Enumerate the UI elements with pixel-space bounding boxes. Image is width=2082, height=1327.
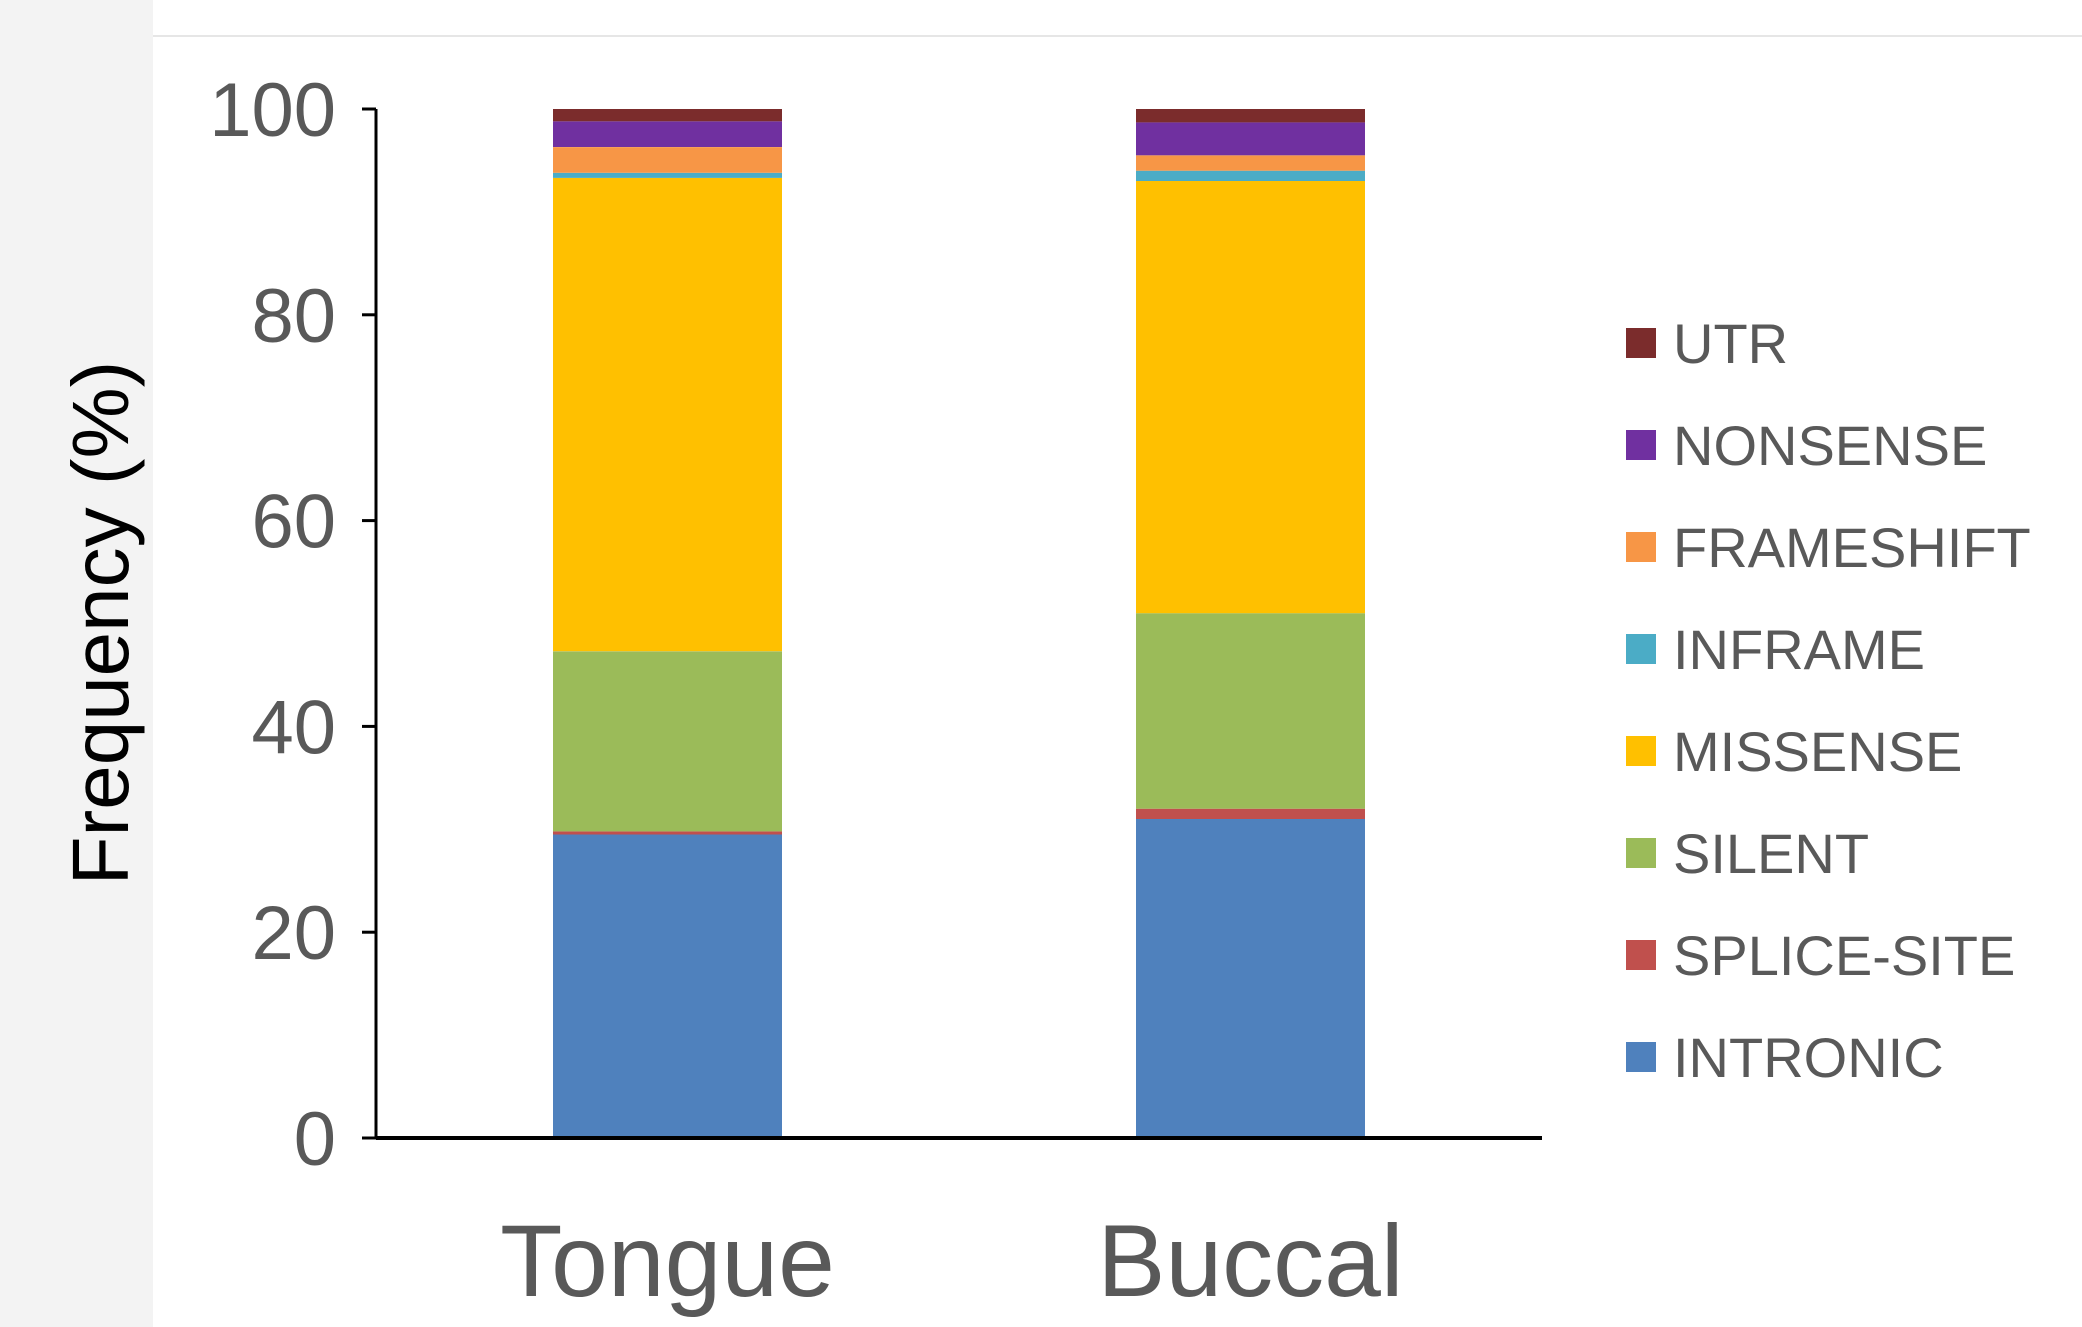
legend-swatch-splice-site: [1626, 940, 1656, 970]
bar-segment-tongue-silent: [553, 651, 782, 832]
bar-segment-buccal-nonsense: [1136, 122, 1365, 156]
y-tick-label: 60: [251, 480, 336, 565]
legend-swatch-inframe: [1626, 634, 1656, 664]
legend-swatch-utr: [1626, 328, 1656, 358]
legend-swatch-missense: [1626, 736, 1656, 766]
y-tick-label: 100: [209, 68, 336, 153]
y-tick-label: 0: [294, 1097, 336, 1182]
legend-label-intronic: INTRONIC: [1673, 1026, 1944, 1089]
legend-swatch-frameshift: [1626, 532, 1656, 562]
y-tick-label: 20: [251, 891, 336, 976]
bar-segment-tongue-intronic: [553, 834, 782, 1138]
legend-label-utr: UTR: [1673, 312, 1788, 375]
left-margin-strip: [0, 0, 153, 1327]
bar-segment-buccal-frameshift: [1136, 155, 1365, 171]
legend-swatch-nonsense: [1626, 430, 1656, 460]
y-tick-label: 80: [251, 274, 336, 359]
y-axis-title: Frequency (%): [56, 361, 145, 886]
bar-segment-buccal-missense: [1136, 181, 1365, 614]
bar-segment-buccal-silent: [1136, 613, 1365, 809]
bar-segment-buccal-inframe: [1136, 170, 1365, 181]
legend-label-nonsense: NONSENSE: [1673, 414, 1987, 477]
bar-segment-buccal-splice-site: [1136, 808, 1365, 819]
legend-label-silent: SILENT: [1673, 822, 1869, 885]
bar-segment-tongue-frameshift: [553, 147, 782, 173]
top-margin-strip: [153, 0, 2082, 37]
bar-segment-tongue-utr: [553, 109, 782, 122]
x-axis-category-labels: Tongue Buccal: [500, 1204, 1403, 1318]
bar-segment-buccal-utr: [1136, 109, 1365, 123]
y-axis-ticks: 0 20 40 60 80 100: [209, 68, 376, 1182]
legend-swatch-silent: [1626, 838, 1656, 868]
x-category-label-buccal: Buccal: [1097, 1204, 1403, 1318]
legend-label-inframe: INFRAME: [1673, 618, 1925, 681]
bar-segment-tongue-splice-site: [553, 831, 782, 835]
legend-swatch-intronic: [1626, 1042, 1656, 1072]
legend-label-frameshift: FRAMESHIFT: [1673, 516, 2031, 579]
bar-segment-tongue-inframe: [553, 172, 782, 178]
legend-label-splice-site: SPLICE-SITE: [1673, 924, 2015, 987]
legend: UTR NONSENSE FRAMESHIFT INFRAME MISSENSE SILE…: [1626, 312, 2031, 1089]
x-category-label-tongue: Tongue: [500, 1204, 835, 1318]
bar-segments: [553, 109, 1365, 1138]
y-tick-label: 40: [251, 685, 336, 770]
bar-segment-tongue-missense: [553, 177, 782, 652]
legend-label-missense: MISSENSE: [1673, 720, 1962, 783]
bar-segment-tongue-nonsense: [553, 121, 782, 147]
bar-segment-buccal-intronic: [1136, 819, 1365, 1138]
